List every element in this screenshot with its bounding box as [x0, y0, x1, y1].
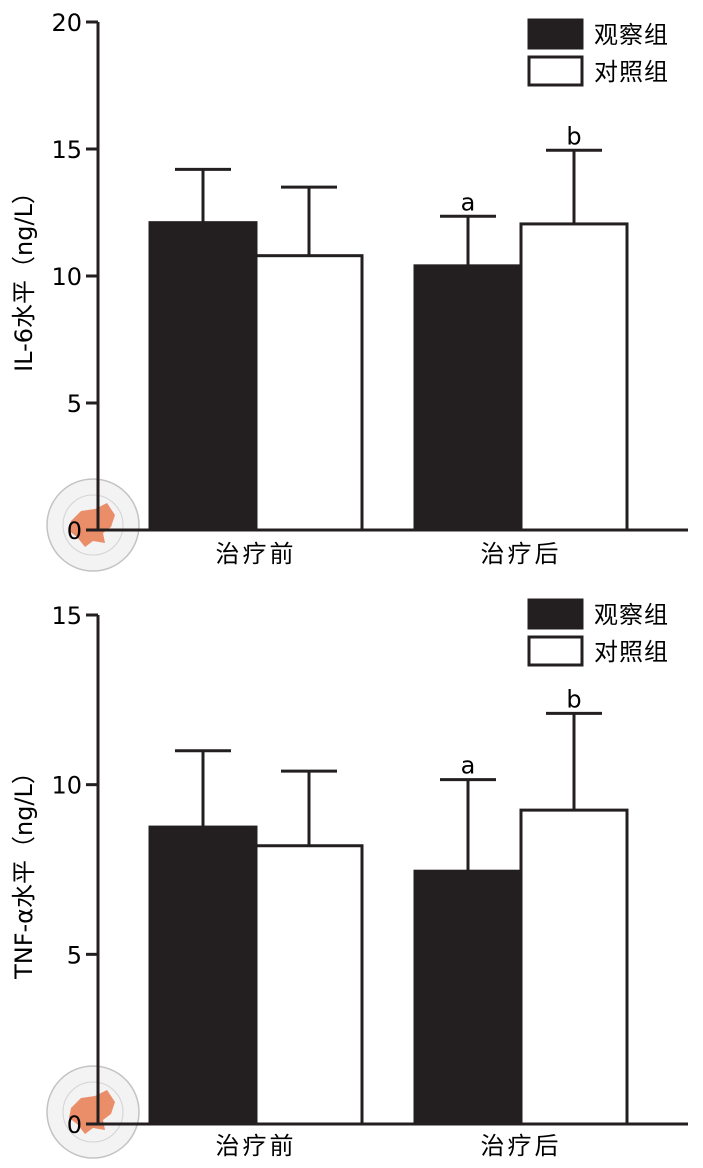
bar — [413, 264, 523, 532]
y-tick-label: 20 — [51, 9, 82, 37]
bar — [254, 844, 364, 1126]
significance-label: a — [461, 752, 476, 780]
y-tick-label: 0 — [67, 517, 82, 545]
legend-label: 对照组 — [594, 638, 669, 666]
y-tick-label: 0 — [67, 1111, 82, 1139]
significance-label: b — [566, 122, 581, 150]
legend-swatch — [527, 598, 584, 630]
x-category-label: 治疗前 — [216, 540, 297, 568]
y-tick-label: 10 — [51, 772, 82, 800]
y-tick-label: 10 — [51, 263, 82, 291]
x-category-label: 治疗后 — [481, 1132, 562, 1160]
x-category-label: 治疗后 — [481, 540, 562, 568]
bar — [413, 869, 523, 1126]
y-tick-label: 15 — [51, 136, 82, 164]
significance-label: a — [461, 188, 476, 216]
legend-swatch — [527, 55, 584, 87]
bar — [519, 808, 629, 1126]
y-axis-label: IL-6水平（ng/L） — [10, 180, 38, 372]
bar — [148, 825, 258, 1126]
legend-swatch — [527, 18, 584, 50]
seal-icon — [46, 478, 140, 572]
legend-label: 观察组 — [594, 21, 669, 49]
y-tick-label: 15 — [51, 602, 82, 630]
bar — [254, 254, 364, 532]
legend-swatch — [527, 635, 584, 667]
y-axis-label: TNF-α水平（ng/L） — [10, 760, 38, 980]
y-tick-label: 5 — [67, 390, 82, 418]
bar — [148, 221, 258, 532]
legend-label: 观察组 — [594, 601, 669, 629]
significance-label: b — [566, 685, 581, 713]
bar — [519, 222, 629, 532]
legend-label: 对照组 — [594, 58, 669, 86]
x-category-label: 治疗前 — [216, 1132, 297, 1160]
seal-icon — [46, 1065, 140, 1159]
y-tick-label: 5 — [67, 941, 82, 969]
